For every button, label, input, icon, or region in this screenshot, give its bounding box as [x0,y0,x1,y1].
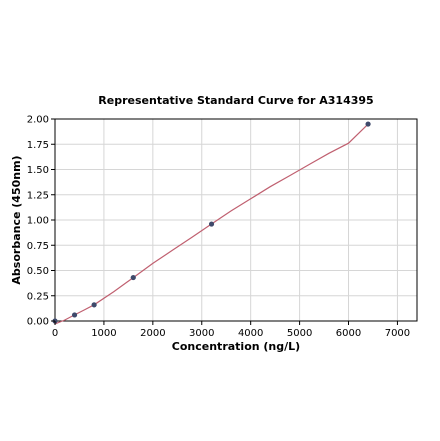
x-tick-label: 1000 [91,328,116,339]
x-tick-label: 6000 [336,328,361,339]
data-point [208,221,215,227]
y-axis-label: Absorbance (450nm) [10,155,23,284]
y-tick-label: 0.50 [27,266,49,277]
x-tick-label: 0 [52,328,58,339]
y-tick-label: 0.75 [27,241,49,252]
y-tick-label: 0.00 [27,317,49,328]
data-point [71,312,78,318]
y-tick-label: 2.00 [27,115,49,126]
data-point [91,302,97,308]
x-tick-label: 2000 [140,328,165,339]
x-tick-label: 5000 [287,328,312,339]
y-tick-label: 1.25 [27,190,49,201]
y-tick-label: 1.50 [27,165,49,176]
x-axis-label: Concentration (ng/L) [172,340,300,353]
data-point [365,121,371,127]
x-tick-label: 7000 [385,328,410,339]
x-tick-label: 3000 [189,328,214,339]
data-points-layer [52,121,371,324]
fit-curve-layer [54,123,369,325]
x-tick-label: 4000 [238,328,263,339]
tick-labels-layer: 0 1000 2000 3000 4000 5000 6000 7000 0.00 0.25 0.5… [27,115,410,340]
grid-layer [54,118,417,322]
y-tick-label: 1.00 [27,216,49,227]
data-point [130,274,136,281]
fit-curve [54,123,369,325]
y-tick-label: 0.25 [27,291,49,302]
y-tick-label: 1.75 [27,140,49,151]
chart-title: Representative Standard Curve for A31439… [98,94,373,107]
